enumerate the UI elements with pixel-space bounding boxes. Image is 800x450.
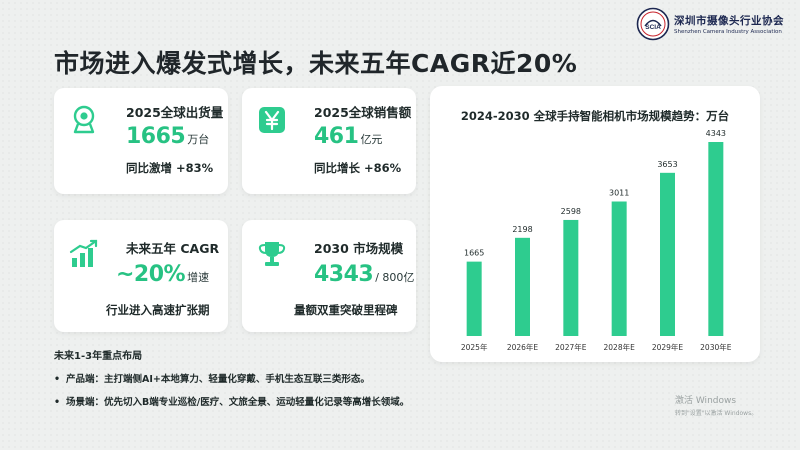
card-label: 2025全球出货量: [126, 105, 224, 120]
growth-chart-icon: [69, 239, 98, 267]
notes-section: 未来1-3年重点布局 • 产品端：主打端侧AI+本地算力、轻量化穿戴、手机生态互联…: [54, 347, 409, 408]
note-item: • 产品端：主打端侧AI+本地算力、轻量化穿戴、手机生态互联三类形态。: [54, 371, 409, 385]
card-value: ~20%: [116, 262, 186, 287]
bar-2029年E: [660, 172, 675, 336]
bar-2025年: [466, 261, 482, 336]
chart-title: 2024-2030 全球手持智能相机市场规模趋势：万台: [460, 109, 730, 123]
card-value: 4343: [314, 262, 374, 287]
trophy-icon: [258, 242, 286, 266]
note-text: 产品端：主打端侧AI+本地算力、轻量化穿戴、手机生态互联三类形态。: [66, 374, 370, 385]
card-value: 461: [314, 124, 359, 149]
logo-english-name: Shenzhen Camera Industry Association: [674, 29, 782, 35]
bar-2026年E: [515, 237, 530, 336]
card-value: 1665: [126, 124, 186, 149]
card-label: 未来五年 CAGR: [126, 241, 220, 256]
bar-2027年E: [563, 219, 579, 336]
notes-title: 未来1-3年重点布局: [54, 351, 143, 362]
bullet: •: [54, 374, 61, 385]
market-trend-chart: 2024-2030 全球手持智能相机市场规模趋势：万台 1665 2025年 219…: [430, 86, 760, 362]
bullet: •: [54, 397, 61, 408]
bar-2030年E: [708, 142, 724, 336]
yen-icon: [259, 107, 285, 133]
association-emblem-icon: SCIA: [636, 7, 670, 41]
category-tick-label: 2029年E: [652, 342, 684, 352]
category-tick-label: 2026年E: [507, 342, 539, 352]
category-tick-label: 2028年E: [604, 342, 636, 352]
watermark-line1: 激活 Windows: [675, 396, 737, 406]
logo-chinese-name: 深圳市摄像头行业协会: [674, 15, 784, 27]
card-sub: 行业进入高速扩张期: [106, 303, 210, 317]
card-label: 2030 市场规模: [314, 241, 404, 256]
cagr-card: 未来五年 CAGR ~20% 增速 行业进入高速扩张期: [54, 220, 228, 332]
market-size-card: 2030 市场规模 4343/ 800亿 量额双重突破里程碑: [242, 220, 416, 332]
bar-value-label: 2598: [561, 207, 581, 216]
logo-emblem-text: SCIA: [645, 24, 661, 31]
card-unit: 万台: [187, 133, 210, 146]
category-tick-label: 2030年E: [700, 342, 732, 352]
bar-value-label: 3653: [657, 160, 677, 169]
card-sub: 同比激增 +83%: [126, 161, 214, 175]
note-item: • 场景端：优先切入B端专业巡检/医疗、文旅全景、运动轻量化记录等高增长领域。: [54, 394, 409, 408]
bar-value-label: 2198: [512, 225, 532, 234]
bar-2028年E: [611, 201, 627, 336]
note-text: 场景端：优先切入B端专业巡检/医疗、文旅全景、运动轻量化记录等高增长领域。: [66, 397, 410, 408]
card-unit: / 800亿: [375, 271, 415, 284]
category-tick-label: 2027年E: [555, 342, 587, 352]
card-sub: 同比增长 +86%: [314, 161, 402, 175]
page-title: 市场进入爆发式增长，未来五年CAGR近20%: [54, 49, 578, 78]
watermark-line2: 转到"设置"以激活 Windows。: [675, 410, 758, 417]
windows-activation-watermark: 激活 Windows 转到"设置"以激活 Windows。: [675, 393, 757, 417]
card-unit: 亿元: [360, 133, 383, 146]
bar-value-label: 1665: [464, 249, 484, 258]
bar-value-label: 3011: [609, 188, 629, 197]
category-tick-label: 2025年: [461, 342, 488, 352]
card-unit: 增速: [187, 271, 210, 284]
card-sub: 量额双重突破里程碑: [294, 303, 398, 317]
bar-value-label: 4343: [706, 129, 726, 138]
bar-chart: 1665 2025年 2198 2026年E 2598 2027年E 3011 2028年E 3…: [461, 129, 732, 352]
shipment-card: 2025全球出货量 1665 万台 同比激增 +83%: [54, 88, 228, 194]
card-label: 2025全球销售额: [314, 105, 412, 120]
webcam-icon: [73, 105, 95, 134]
revenue-card: 2025全球销售额 461 亿元 同比增长 +86%: [242, 88, 416, 194]
association-logo: SCIA 深圳市摄像头行业协会 Shenzhen Camera Industry…: [636, 6, 800, 42]
